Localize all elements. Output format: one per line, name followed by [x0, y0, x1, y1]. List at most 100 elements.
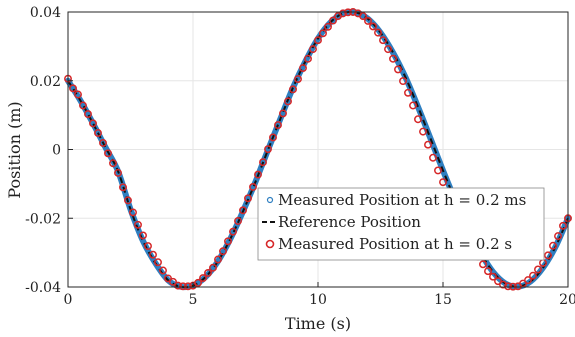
data-point-measured-0-2s [529, 271, 537, 280]
data-point-measured-0-2s [419, 127, 427, 136]
y-axis-label: Position (m) [5, 101, 24, 198]
x-tick-label: 0 [64, 292, 73, 308]
data-point-measured-0-2s [544, 251, 552, 260]
data-point-measured-0-2s [159, 266, 167, 275]
data-point-measured-0-2s [319, 29, 327, 38]
data-point-measured-0-2s [269, 133, 277, 142]
data-point-measured-0-2s [99, 139, 107, 147]
legend-marker-measured-0-2s [265, 239, 275, 249]
data-point-measured-0-2s [169, 277, 177, 286]
data-point-measured-0-2s [129, 208, 137, 217]
data-point-measured-0-2s [434, 166, 442, 175]
data-point-measured-0-2s [394, 65, 402, 74]
legend-label-measured-0-2s: Measured Position at h = 0.2 s [278, 235, 512, 253]
data-point-measured-0-2s [114, 168, 122, 177]
y-axis-ticks: 0.04 0.02 0 -0.02 -0.04 [25, 5, 73, 296]
y-tick-label: 0 [52, 143, 61, 159]
data-point-measured-0-2s [534, 265, 542, 274]
data-point-measured-0-2s [484, 267, 492, 276]
data-point-measured-0-2s [109, 159, 117, 168]
legend: Measured Position at h = 0.2 ms Referenc… [257, 187, 545, 261]
data-point-measured-0-2s [69, 84, 77, 93]
data-point-measured-0-2s [104, 149, 112, 158]
legend-box [257, 187, 545, 261]
data-point-measured-0-2s [314, 36, 322, 45]
data-point-measured-0-2s [439, 178, 447, 187]
data-point-measured-0-2s [119, 183, 127, 192]
data-point-measured-0-2s [234, 217, 242, 225]
data-point-measured-0-2s [214, 255, 222, 264]
data-point-measured-0-2s [504, 282, 512, 291]
data-point-measured-0-2s [429, 153, 437, 162]
data-point-measured-0-2s [179, 282, 187, 291]
data-point-measured-0-2s [359, 12, 367, 21]
data-point-measured-0-2s [389, 54, 397, 63]
data-point-measured-0-2s [254, 170, 262, 179]
data-point-measured-0-2s [174, 281, 182, 290]
data-point-measured-0-2s [304, 54, 312, 63]
data-point-measured-0-2s [559, 221, 567, 230]
data-point-measured-0-2s [369, 22, 377, 31]
data-point-measured-0-2s [264, 145, 272, 154]
data-point-measured-0-2s [209, 263, 217, 272]
data-point-measured-0-2s [84, 110, 92, 119]
data-point-measured-0-2s [489, 272, 497, 281]
data-point-measured-0-2s [224, 237, 232, 246]
data-point-measured-0-2s [244, 194, 252, 203]
legend-label-measured-0-2ms: Measured Position at h = 0.2 ms [278, 191, 526, 209]
y-tick-label: 0.02 [30, 74, 61, 90]
y-tick-label: -0.04 [25, 280, 61, 296]
data-point-measured-0-2s [274, 121, 282, 130]
x-tick-label: 15 [434, 292, 452, 308]
data-point-measured-0-2s [404, 88, 412, 97]
data-point-measured-0-2s [409, 101, 417, 110]
data-point-measured-0-2s [194, 278, 202, 287]
data-point-measured-0-2s [239, 206, 247, 215]
data-point-measured-0-2s [199, 274, 207, 283]
data-point-measured-0-2s [279, 109, 287, 118]
data-point-measured-0-2s [414, 115, 422, 124]
data-point-measured-0-2s [299, 64, 307, 72]
y-tick-label: 0.04 [30, 5, 61, 21]
y-tick-label: -0.02 [25, 211, 61, 227]
data-point-measured-0-2s [499, 280, 507, 289]
data-point-measured-0-2s [339, 9, 347, 18]
data-point-measured-0-2s [134, 220, 142, 229]
data-point-measured-0-2s [249, 183, 257, 191]
data-point-measured-0-2s [259, 158, 267, 167]
data-point-measured-0-2s [154, 258, 162, 267]
data-point-measured-0-2s [284, 97, 292, 106]
data-point-measured-0-2s [184, 282, 192, 291]
data-point-measured-0-2s [424, 140, 432, 149]
data-point-measured-0-2s [309, 45, 317, 54]
data-point-measured-0-2s [219, 247, 227, 256]
data-point-measured-0-2s [79, 101, 87, 110]
data-point-measured-0-2s [139, 231, 147, 240]
data-point-measured-0-2s [149, 250, 157, 259]
data-point-measured-0-2s [89, 119, 97, 128]
x-tick-label: 20 [559, 292, 575, 308]
data-point-measured-0-2s [549, 241, 557, 250]
data-point-measured-0-2s [124, 196, 132, 205]
data-point-measured-0-2s [524, 276, 532, 285]
data-point-measured-0-2s [554, 232, 562, 241]
data-point-measured-0-2s [364, 16, 372, 25]
legend-label-reference: Reference Position [278, 213, 421, 231]
data-point-measured-0-2s [204, 268, 212, 277]
data-point-measured-0-2s [329, 16, 337, 25]
data-point-measured-0-2s [399, 77, 407, 86]
data-point-measured-0-2s [379, 36, 387, 45]
data-point-measured-0-2s [144, 242, 152, 251]
legend-marker-measured-0-2ms [266, 196, 274, 204]
data-point-measured-0-2s [94, 129, 102, 137]
data-point-measured-0-2s [479, 260, 487, 269]
data-point-measured-0-2s [374, 28, 382, 37]
x-axis-ticks: 0 5 10 15 20 [64, 282, 575, 308]
x-axis-label: Time (s) [285, 314, 351, 333]
data-point-measured-0-2s [74, 90, 82, 99]
data-point-measured-0-2s [289, 85, 297, 94]
data-point-measured-0-2s [384, 45, 392, 54]
data-point-measured-0-2s [229, 227, 237, 236]
data-point-measured-0-2s [324, 22, 332, 31]
